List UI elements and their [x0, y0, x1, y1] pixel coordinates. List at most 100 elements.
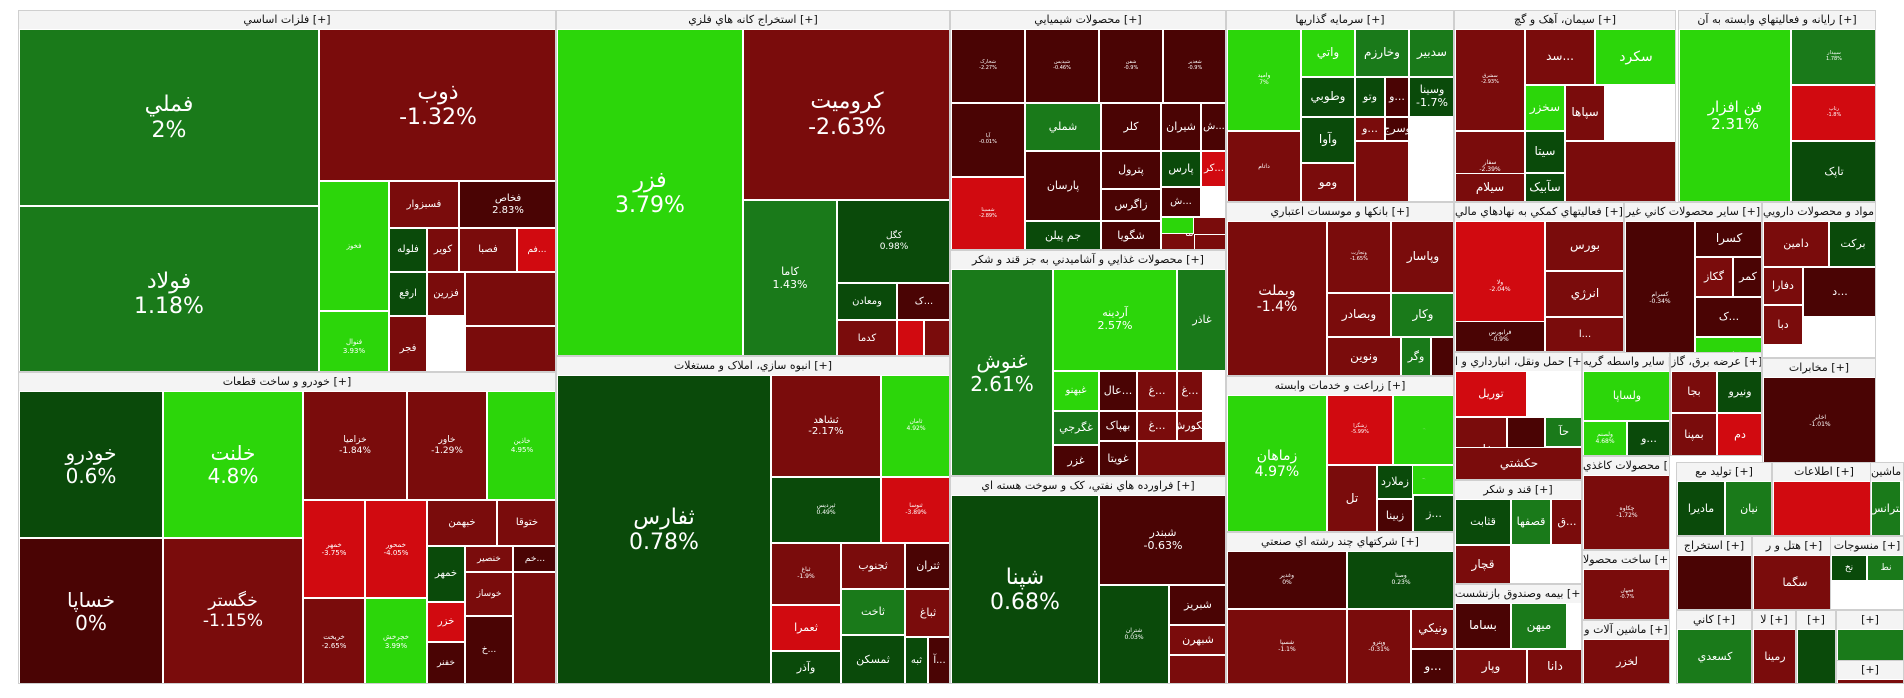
stock-tile[interactable]: آپا -0.01%: [951, 103, 1025, 177]
stock-tile[interactable]: زشگزا -5.99%: [1327, 395, 1393, 465]
stock-tile[interactable]: [1161, 217, 1194, 234]
stock-tile[interactable]: شگويا: [1101, 221, 1161, 249]
stock-tile[interactable]: [924, 320, 949, 355]
stock-tile[interactable]: خگستر -1.15%: [163, 538, 303, 683]
stock-tile[interactable]: غزر: [1053, 445, 1099, 475]
stock-tile[interactable]: سپيدار 1.78%: [1791, 29, 1875, 85]
stock-tile[interactable]: کمر: [1733, 257, 1761, 297]
stock-tile[interactable]: ثامان 4.92%: [881, 375, 949, 477]
stock-tile[interactable]: بترانس: [1871, 481, 1901, 535]
stock-tile[interactable]: ثتران: [905, 543, 949, 589]
stock-tile[interactable]: خزر: [427, 602, 465, 642]
stock-tile[interactable]: کروميت -2.63%: [743, 29, 949, 200]
stock-tile[interactable]: خمهر: [427, 546, 465, 602]
stock-tile[interactable]: وپترو -0.31%: [1347, 609, 1411, 683]
stock-tile[interactable]: دفارا: [1763, 267, 1803, 305]
stock-tile[interactable]: غنوش 2.61%: [951, 269, 1053, 475]
stock-tile[interactable]: رتاپ -1.8%: [1791, 85, 1875, 141]
sector-title[interactable]: فراورده هاي نفتي، کک و سوخت هسته اي [+]: [951, 477, 1225, 495]
stock-tile[interactable]: نط: [1867, 555, 1903, 581]
stock-tile[interactable]: ا...: [1545, 317, 1623, 351]
stock-tile[interactable]: ثپرديس 0.49%: [771, 477, 881, 543]
sector-title[interactable]: رايانه و فعاليتهاي وابسته به آن [+]: [1679, 11, 1875, 29]
stock-tile[interactable]: [1355, 141, 1409, 201]
sector-title[interactable]: انبوه سازي، املاک و مستغلات [+]: [557, 357, 949, 375]
stock-tile[interactable]: [465, 326, 555, 371]
stock-tile[interactable]: اخابر -1.01%: [1763, 377, 1875, 465]
sector-title[interactable]: اطلاعات [+]: [1773, 463, 1875, 481]
stock-tile[interactable]: دم: [1717, 413, 1761, 455]
stock-tile[interactable]: وپاسار: [1391, 221, 1453, 293]
stock-tile[interactable]: سکرد: [1595, 29, 1675, 85]
sector-title[interactable]: خودرو و ساخت قطعات [+]: [19, 373, 555, 391]
stock-tile[interactable]: وتجارت -1.65%: [1327, 221, 1391, 293]
stock-tile[interactable]: خاذين 4.95%: [487, 391, 555, 500]
sector-title[interactable]: عرضه برق، گاز [+]: [1671, 353, 1761, 371]
stock-tile[interactable]: ثباغ -1.9%: [771, 543, 841, 605]
sector-title[interactable]: منسوجات [+]: [1831, 537, 1903, 555]
stock-tile[interactable]: دبا: [1763, 305, 1803, 345]
sector-title[interactable]: استخراج [+]: [1677, 537, 1751, 555]
stock-tile[interactable]: غ...: [1137, 411, 1177, 441]
stock-tile[interactable]: شغدير -0.9%: [1163, 29, 1225, 103]
stock-tile[interactable]: شبريز: [1169, 585, 1225, 625]
stock-tile[interactable]: غاذر: [1177, 269, 1225, 371]
stock-tile[interactable]: خمحور -4.05%: [365, 500, 427, 598]
stock-tile[interactable]: زاگرس: [1101, 189, 1161, 221]
stock-tile[interactable]: کاما 1.43%: [743, 200, 837, 355]
stock-tile[interactable]: وگر: [1401, 337, 1431, 375]
stock-tile[interactable]: کگل 0.98%: [837, 200, 949, 283]
stock-tile[interactable]: نخ: [1831, 555, 1867, 581]
stock-tile[interactable]: شبندر -0.63%: [1099, 495, 1225, 585]
stock-tile[interactable]: [465, 272, 555, 326]
sector-title[interactable]: محصولات کاغذي [+]: [1583, 457, 1669, 475]
stock-tile[interactable]: قصفها: [1511, 499, 1551, 545]
stock-tile[interactable]: ماديرا: [1677, 481, 1725, 535]
stock-tile[interactable]: ثمسکن: [841, 635, 905, 683]
stock-tile[interactable]: [1431, 337, 1453, 375]
stock-tile[interactable]: د...: [1803, 267, 1875, 317]
stock-tile[interactable]: کوير: [427, 228, 459, 272]
stock-tile[interactable]: سيلام: [1455, 173, 1525, 201]
stock-tile[interactable]: فولاد 1.18%: [19, 206, 319, 371]
stock-tile[interactable]: ز...: [1413, 495, 1453, 531]
stock-tile[interactable]: [1194, 234, 1225, 249]
stock-tile[interactable]: توريل: [1455, 371, 1527, 417]
stock-tile[interactable]: وپار: [1455, 649, 1527, 683]
sector-title[interactable]: بيمه وصندوق بازنشست [+]: [1455, 585, 1581, 603]
stock-tile[interactable]: سدبير: [1409, 29, 1453, 77]
stock-tile[interactable]: سيتا: [1525, 131, 1565, 173]
stock-tile[interactable]: فخوز: [319, 181, 389, 311]
sector-title[interactable]: فلزات اساسي [+]: [19, 11, 555, 29]
stock-tile[interactable]: [1169, 655, 1225, 683]
stock-tile[interactable]: [1837, 679, 1903, 683]
sector-title[interactable]: کاني [+]: [1677, 611, 1751, 629]
stock-tile[interactable]: خبهمن: [427, 500, 497, 546]
stock-tile[interactable]: و...: [1385, 77, 1409, 117]
stock-tile[interactable]: شپنا 0.68%: [951, 495, 1099, 683]
stock-tile[interactable]: سآبيک: [1525, 173, 1565, 201]
sector-title[interactable]: حمل ونقل، انبارداري و ا [+]: [1455, 353, 1581, 371]
stock-tile[interactable]: چکاوه -1.72%: [1583, 475, 1669, 549]
stock-tile[interactable]: فزر 3.79%: [557, 29, 743, 355]
stock-tile[interactable]: خلنت 4.8%: [163, 391, 303, 538]
sector-title[interactable]: توليد مع [+]: [1677, 463, 1771, 481]
sector-title[interactable]: استخراج کانه هاي فلزي [+]: [557, 11, 949, 29]
stock-tile[interactable]: غ...: [1137, 371, 1177, 411]
stock-tile[interactable]: ثجنوب: [841, 543, 905, 589]
stock-tile[interactable]: شبهرن: [1169, 625, 1225, 655]
stock-tile[interactable]: ختوقا: [497, 500, 555, 546]
stock-tile[interactable]: ثشاهد -2.17%: [771, 375, 881, 477]
stock-tile[interactable]: خ...: [465, 616, 513, 683]
stock-tile[interactable]: غبهنو: [1053, 371, 1099, 411]
stock-tile[interactable]: نيان: [1725, 481, 1771, 535]
stock-tile[interactable]: [1677, 555, 1751, 609]
stock-tile[interactable]: ونيرو: [1717, 371, 1761, 413]
stock-tile[interactable]: خنصير: [465, 546, 513, 572]
stock-tile[interactable]: شسينا -2.89%: [951, 177, 1025, 249]
stock-tile[interactable]: ومعادن: [837, 283, 897, 320]
stock-tile[interactable]: زشريف: [1393, 395, 1453, 465]
stock-tile[interactable]: غکورش: [1177, 411, 1203, 441]
sector-title[interactable]: مواد و محصولات دارويي [+]: [1763, 203, 1875, 221]
stock-tile[interactable]: [1565, 141, 1675, 201]
